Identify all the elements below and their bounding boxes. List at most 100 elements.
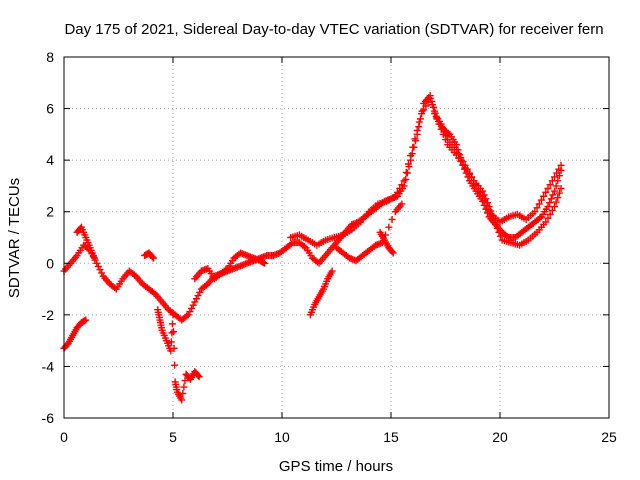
- data-point: [493, 224, 501, 232]
- data-point: [413, 126, 421, 134]
- data-point: [404, 160, 412, 168]
- data-point: [195, 373, 203, 381]
- chart-title: Day 175 of 2021, Sidereal Day-to-day VTE…: [64, 21, 603, 38]
- data-point: [422, 102, 430, 110]
- data-point: [452, 146, 460, 154]
- data-point: [442, 132, 450, 140]
- data-point: [400, 177, 408, 185]
- data-point: [535, 200, 543, 208]
- data-point: [547, 195, 555, 203]
- series-upper-branch: [73, 94, 565, 283]
- data-point: [485, 203, 493, 211]
- data-point: [459, 157, 467, 165]
- data-point: [82, 316, 90, 324]
- data-point: [194, 371, 202, 379]
- data-point: [557, 185, 565, 193]
- data-point: [549, 191, 557, 199]
- data-point: [555, 189, 563, 197]
- data-point: [424, 98, 432, 106]
- data-point: [483, 199, 491, 207]
- data-point: [548, 177, 556, 185]
- data-point: [457, 154, 465, 162]
- x-tick-label: 15: [383, 429, 399, 445]
- data-point: [461, 161, 469, 169]
- grid-layer: [64, 57, 609, 418]
- data-point: [388, 248, 396, 256]
- data-point: [181, 377, 189, 385]
- data-point: [455, 150, 463, 158]
- x-tick-label: 10: [274, 429, 290, 445]
- data-point: [552, 198, 560, 206]
- data-point: [551, 173, 558, 181]
- data-point: [420, 106, 428, 114]
- data-point: [170, 344, 178, 352]
- data-point: [418, 110, 426, 118]
- data-point: [480, 191, 488, 199]
- data-point: [98, 269, 106, 277]
- data-point: [382, 231, 390, 239]
- data-point: [398, 200, 406, 208]
- data-point: [490, 216, 498, 224]
- data-point: [428, 101, 436, 109]
- x-tick-label: 5: [169, 429, 177, 445]
- data-point: [554, 194, 562, 202]
- data-point: [409, 143, 417, 151]
- data-point: [411, 135, 419, 143]
- y-tick-label: 2: [46, 204, 54, 220]
- data-point: [557, 161, 565, 169]
- data-point: [492, 221, 500, 229]
- data-point: [465, 169, 473, 177]
- y-axis-label: SDTVAR / TECUs: [6, 178, 23, 298]
- data-point: [546, 181, 554, 189]
- plot-frame: [63, 56, 610, 419]
- data-point: [191, 298, 199, 306]
- series-mid-branch: [333, 110, 565, 265]
- data-point: [178, 396, 186, 404]
- data-point: [168, 329, 176, 337]
- data-point: [426, 94, 434, 102]
- data-point: [186, 308, 194, 316]
- x-axis-label: GPS time / hours: [279, 458, 393, 475]
- x-tick-label: 0: [60, 429, 68, 445]
- data-point: [196, 288, 204, 296]
- data-point: [180, 383, 188, 391]
- y-tick-label: 0: [46, 255, 54, 271]
- data-point: [542, 188, 550, 196]
- data-point: [479, 187, 487, 195]
- y-tick-label: -6: [42, 410, 55, 426]
- data-point: [540, 192, 548, 200]
- data-point: [149, 254, 157, 262]
- data-point: [402, 168, 410, 176]
- data-point: [188, 304, 196, 312]
- data-point: [171, 361, 179, 369]
- data-point: [96, 266, 104, 274]
- data-marks: [60, 92, 565, 404]
- data-point: [378, 239, 386, 247]
- y-tick-label: 8: [46, 49, 54, 65]
- data-point: [328, 267, 336, 275]
- data-point: [497, 232, 505, 240]
- data-point: [468, 173, 476, 181]
- data-point: [391, 192, 399, 200]
- data-point: [439, 124, 447, 132]
- data-point: [169, 311, 177, 319]
- data-point: [189, 301, 197, 309]
- x-tick-label: 25: [601, 429, 617, 445]
- axis-ticks: 0 5 10 15 20 25 -6 -4 -2 0 2 4 6 8: [42, 49, 617, 445]
- x-tick-label: 20: [492, 429, 508, 445]
- data-point: [389, 249, 397, 257]
- data-point: [261, 259, 269, 267]
- data-point: [388, 215, 396, 223]
- data-point: [482, 195, 490, 203]
- data-point: [396, 185, 404, 193]
- data-point: [385, 223, 393, 231]
- data-point: [148, 253, 156, 261]
- data-point: [407, 152, 415, 160]
- data-point: [487, 207, 495, 215]
- data-point: [555, 165, 563, 173]
- data-point: [398, 181, 406, 189]
- series-lower-branch: [60, 228, 397, 404]
- data-point: [544, 203, 552, 211]
- data-point: [416, 115, 424, 123]
